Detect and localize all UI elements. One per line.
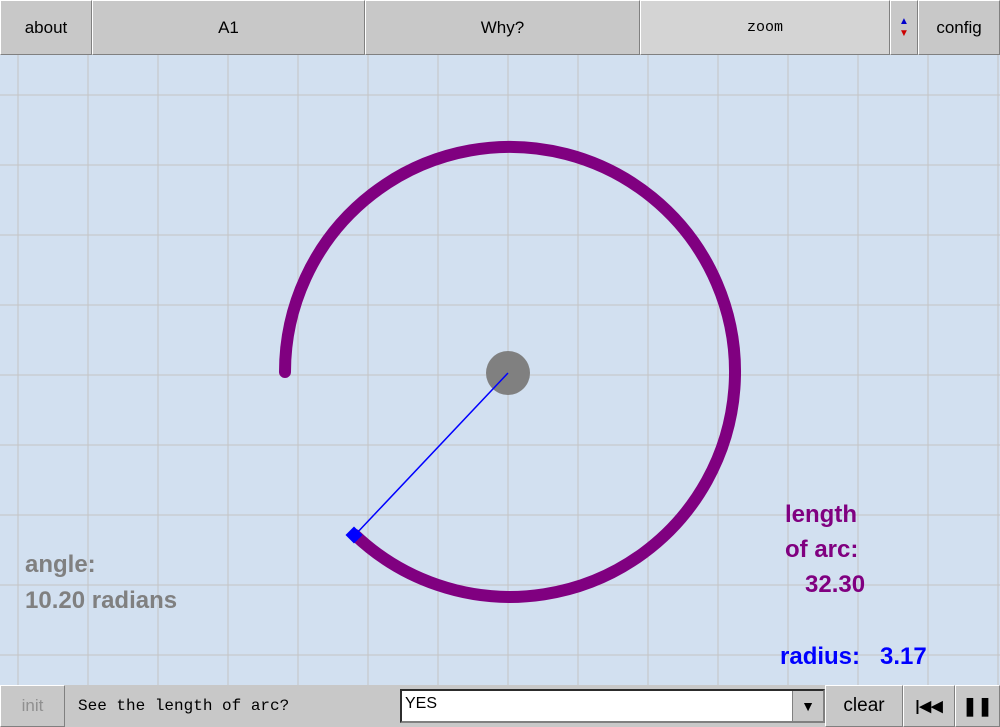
init-button[interactable]: init bbox=[0, 685, 65, 727]
rewind-button[interactable]: |◀◀ bbox=[903, 685, 955, 727]
dropdown-arrow[interactable]: ▼ bbox=[792, 691, 823, 721]
toolbar: about A1 Why? zoom ▲ ▼ config bbox=[0, 0, 1000, 55]
a1-button[interactable]: A1 bbox=[92, 0, 365, 55]
bottom-bar: init See the length of arc? YES ▼ clear … bbox=[0, 685, 1000, 727]
config-button[interactable]: config bbox=[918, 0, 1000, 55]
pause-button[interactable]: ❚❚ bbox=[955, 685, 1000, 727]
canvas: length of arc: 32.30 radius: 3.17 angle:… bbox=[0, 55, 1000, 685]
length-label: of arc: bbox=[785, 536, 858, 563]
radius-value: 3.17 bbox=[880, 643, 927, 670]
arc bbox=[279, 140, 741, 603]
select-value: YES bbox=[405, 695, 438, 712]
prompt: See the length of arc? bbox=[78, 697, 290, 715]
length-value: 32.30 bbox=[805, 571, 865, 598]
why-button[interactable]: Why? bbox=[365, 0, 640, 55]
angle-label: angle: bbox=[25, 551, 96, 578]
radius-label: radius: bbox=[780, 643, 860, 670]
drag-point[interactable] bbox=[345, 526, 363, 544]
angle-value: 10.20 radians bbox=[25, 587, 177, 614]
select-box[interactable]: YES ▼ bbox=[400, 689, 825, 723]
radius-line bbox=[354, 372, 509, 536]
length-label: length bbox=[785, 501, 857, 528]
zoom-button[interactable]: zoom bbox=[640, 0, 890, 55]
about-button[interactable]: about bbox=[0, 0, 92, 55]
zoom-spinner[interactable]: ▲ ▼ bbox=[890, 0, 918, 55]
clear-button[interactable]: clear bbox=[825, 685, 903, 727]
